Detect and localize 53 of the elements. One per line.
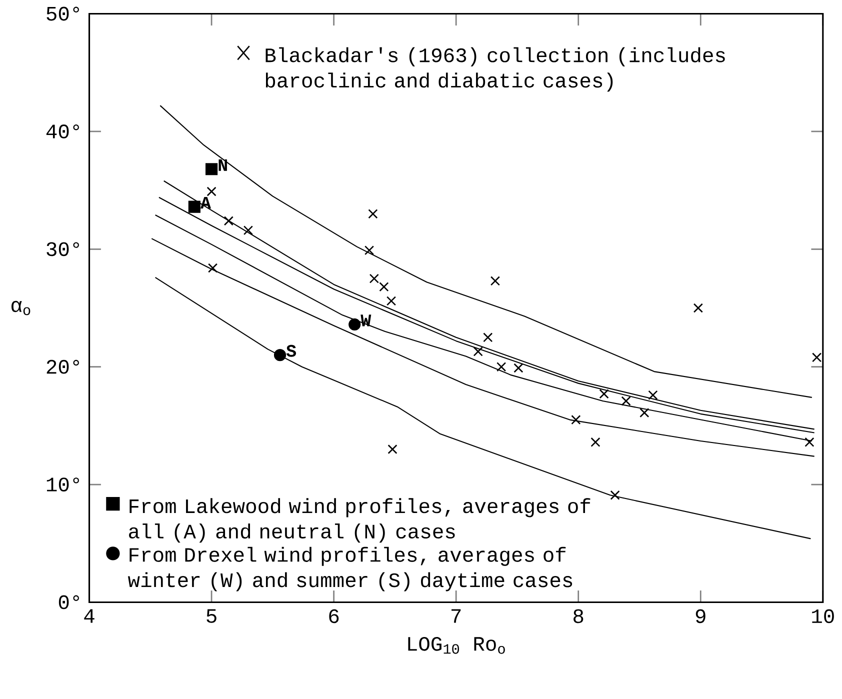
point xyxy=(205,163,218,176)
x-tick-label: 9 xyxy=(696,609,706,624)
point xyxy=(379,282,389,292)
x-tick-label: 10 xyxy=(812,609,834,624)
legend-label: From Lakewood wind profiles, averages of all (A) and neutral (N) cases xyxy=(129,498,590,543)
point xyxy=(388,444,398,454)
point xyxy=(206,186,216,196)
point xyxy=(514,363,524,373)
point xyxy=(804,437,814,448)
annotation: A xyxy=(200,197,211,209)
x-tick-label: 5 xyxy=(206,609,216,624)
y-tick-label: 10° xyxy=(46,478,79,492)
x-tick-label: 7 xyxy=(452,609,461,623)
point xyxy=(473,346,483,356)
point xyxy=(599,389,609,399)
point xyxy=(590,437,600,448)
point xyxy=(243,226,254,236)
y-tick-label: 50° xyxy=(46,6,79,21)
line-series xyxy=(151,238,815,457)
point xyxy=(496,362,506,372)
y-tick-label: 20° xyxy=(46,360,79,374)
legend-label: From Drexel wind profiles, averages of winter (W) and summer (S) daytime cases xyxy=(128,546,572,592)
point xyxy=(188,200,200,213)
x-axis-title: LOG$_{10}$ Ro$_{o}$ xyxy=(408,637,505,654)
x-tick-label: 6 xyxy=(329,609,339,624)
legend-label: Blackadar's (1963) collection (includes baroclinic and diabatic cases) xyxy=(266,47,725,92)
point xyxy=(368,209,378,219)
point xyxy=(369,274,379,284)
annotation: S xyxy=(286,345,296,357)
point xyxy=(610,490,620,500)
annotation: N xyxy=(218,159,227,171)
point xyxy=(208,263,218,273)
point xyxy=(364,246,374,256)
annotation: W xyxy=(360,314,372,326)
line-series xyxy=(160,105,812,398)
point xyxy=(621,396,631,406)
y-tick-label: 0° xyxy=(58,595,79,610)
y-axis-title: α$_{o}$ xyxy=(12,301,30,316)
point xyxy=(648,390,658,400)
point xyxy=(490,276,500,286)
point xyxy=(274,349,286,362)
point xyxy=(640,408,650,418)
point xyxy=(386,296,396,306)
point xyxy=(348,318,361,331)
point xyxy=(693,303,704,313)
x-tick-label: 8 xyxy=(574,609,584,624)
point xyxy=(483,332,493,342)
point xyxy=(224,216,234,226)
y-tick-label: 40° xyxy=(46,124,79,139)
x-tick-label: 4 xyxy=(84,609,94,623)
point xyxy=(571,415,581,425)
point xyxy=(812,352,822,362)
y-tick-label: 30° xyxy=(46,242,79,256)
